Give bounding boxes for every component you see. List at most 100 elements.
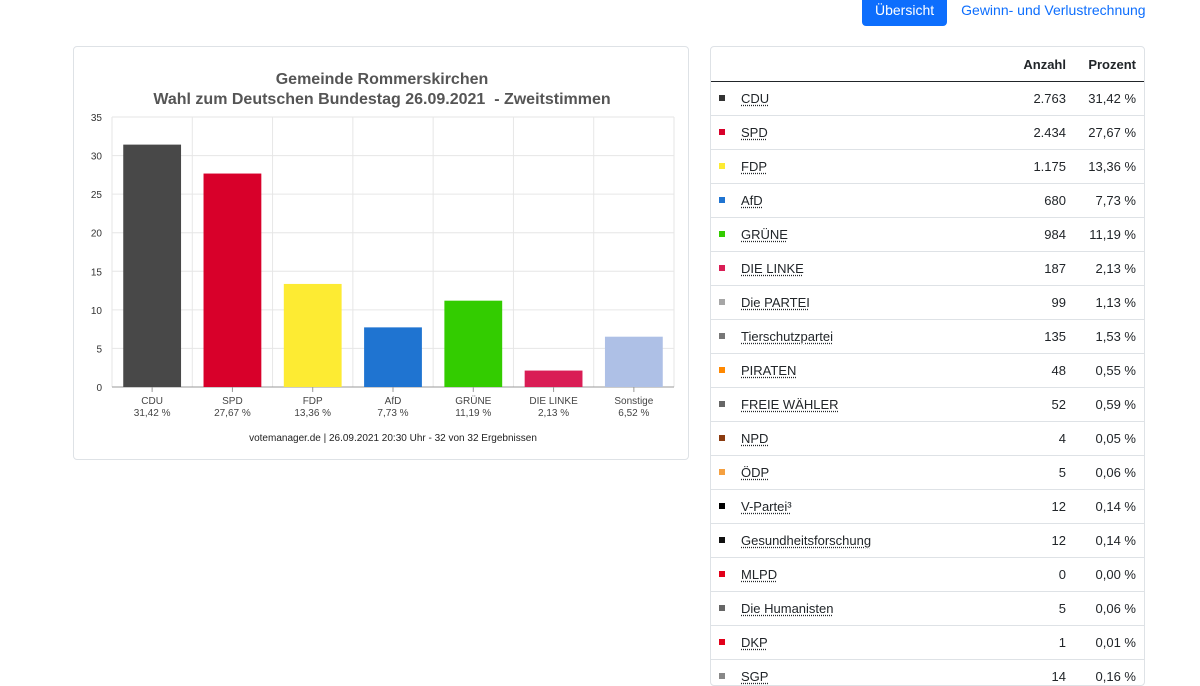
vote-percent: 31,42 % [1088, 91, 1136, 106]
table-row: DIE LINKE 187 2,13 % [711, 252, 1144, 286]
bar-chart: Gemeinde Rommerskirchen Wahl zum Deutsche… [74, 47, 690, 461]
party-color-swatch [719, 639, 725, 645]
x-percent-label: 31,42 % [134, 408, 171, 419]
party-name-link[interactable]: CDU [741, 91, 769, 106]
vote-percent: 0,06 % [1096, 601, 1136, 616]
table-row: PIRATEN 48 0,55 % [711, 354, 1144, 388]
y-tick-label: 5 [96, 344, 102, 355]
x-percent-label: 13,36 % [294, 408, 331, 419]
party-name-link[interactable]: NPD [741, 431, 768, 446]
results-table: Anzahl Prozent CDU 2.763 31,42 % SPD 2.434 27… [710, 46, 1145, 686]
party-name-link[interactable]: FREIE WÄHLER [741, 397, 839, 412]
table-row: ÖDP 5 0,06 % [711, 456, 1144, 490]
vote-count: 52 [1052, 397, 1066, 412]
vote-count: 5 [1059, 465, 1066, 480]
party-name-link[interactable]: Tierschutzpartei [741, 329, 833, 344]
x-percent-label: 2,13 % [538, 408, 569, 419]
chart-subtitle: Wahl zum Deutschen Bundestag 26.09.2021 … [153, 91, 610, 108]
chart-footer: votemanager.de | 26.09.2021 20:30 Uhr - … [249, 433, 537, 444]
table-row: NPD 4 0,05 % [711, 422, 1144, 456]
party-color-swatch [719, 95, 725, 101]
x-tick-label: Sonstige [614, 396, 653, 407]
party-color-swatch [719, 367, 725, 373]
vote-percent: 1,13 % [1096, 295, 1136, 310]
vote-percent: 0,16 % [1096, 669, 1136, 684]
party-color-swatch [719, 129, 725, 135]
vote-count: 135 [1044, 329, 1066, 344]
table-row: Gesundheitsforschung 12 0,14 % [711, 524, 1144, 558]
vote-percent: 0,14 % [1096, 533, 1136, 548]
table-row: Die PARTEI 99 1,13 % [711, 286, 1144, 320]
vote-percent: 0,01 % [1096, 635, 1136, 650]
party-color-swatch [719, 231, 725, 237]
vote-count: 4 [1059, 431, 1066, 446]
vote-percent: 0,05 % [1096, 431, 1136, 446]
table-row: CDU 2.763 31,42 % [711, 82, 1144, 116]
party-name-link[interactable]: SPD [741, 125, 768, 140]
x-tick-label: GRÜNE [455, 395, 491, 407]
vote-percent: 0,00 % [1096, 567, 1136, 582]
y-tick-label: 20 [91, 229, 103, 240]
party-color-swatch [719, 163, 725, 169]
party-color-swatch [719, 197, 725, 203]
party-color-swatch [719, 333, 725, 339]
x-percent-label: 6,52 % [618, 408, 649, 419]
table-row: FDP 1.175 13,36 % [711, 150, 1144, 184]
party-color-swatch [719, 605, 725, 611]
party-name-link[interactable]: PIRATEN [741, 363, 796, 378]
chart-card: Gemeinde Rommerskirchen Wahl zum Deutsche… [73, 46, 689, 460]
party-name-link[interactable]: Gesundheitsforschung [741, 533, 871, 548]
party-name-link[interactable]: MLPD [741, 567, 777, 582]
vote-percent: 2,13 % [1096, 261, 1136, 276]
party-name-link[interactable]: V-Partei³ [741, 499, 792, 514]
party-color-swatch [719, 265, 725, 271]
table-row: SGP 14 0,16 % [711, 660, 1144, 686]
party-name-link[interactable]: ÖDP [741, 465, 769, 480]
tab-overview[interactable]: Übersicht [862, 0, 947, 26]
bar-fdp [284, 284, 342, 387]
party-color-swatch [719, 469, 725, 475]
header-count: Anzahl [1023, 57, 1066, 72]
y-tick-label: 25 [91, 190, 103, 201]
table-body: CDU 2.763 31,42 % SPD 2.434 27,67 % FDP 1.175 13… [711, 82, 1144, 686]
party-name-link[interactable]: DKP [741, 635, 768, 650]
x-tick-label: DIE LINKE [529, 396, 578, 407]
vote-percent: 13,36 % [1088, 159, 1136, 174]
party-color-swatch [719, 537, 725, 543]
vote-percent: 27,67 % [1088, 125, 1136, 140]
party-name-link[interactable]: GRÜNE [741, 227, 788, 242]
party-name-link[interactable]: DIE LINKE [741, 261, 804, 276]
y-tick-label: 35 [91, 113, 103, 124]
party-name-link[interactable]: Die PARTEI [741, 295, 810, 310]
vote-percent: 11,19 % [1089, 227, 1136, 242]
vote-percent: 7,73 % [1096, 193, 1136, 208]
x-percent-label: 11,19 % [455, 408, 491, 419]
party-name-link[interactable]: SGP [741, 669, 768, 684]
chart-title: Gemeinde Rommerskirchen [276, 71, 489, 88]
table-header: Anzahl Prozent [711, 47, 1144, 82]
bar-sonstige [605, 337, 663, 387]
y-tick-label: 30 [91, 152, 103, 163]
party-name-link[interactable]: FDP [741, 159, 767, 174]
vote-count: 5 [1059, 601, 1066, 616]
y-tick-label: 15 [91, 267, 103, 278]
x-percent-label: 7,73 % [377, 408, 408, 419]
table-row: AfD 680 7,73 % [711, 184, 1144, 218]
table-row: Tierschutzpartei 135 1,53 % [711, 320, 1144, 354]
vote-count: 99 [1052, 295, 1066, 310]
table-row: DKP 1 0,01 % [711, 626, 1144, 660]
x-tick-label: CDU [141, 396, 163, 407]
party-color-swatch [719, 435, 725, 441]
vote-count: 0 [1059, 567, 1066, 582]
table-row: FREIE WÄHLER 52 0,59 % [711, 388, 1144, 422]
party-name-link[interactable]: Die Humanisten [741, 601, 834, 616]
party-color-swatch [719, 673, 725, 679]
party-name-link[interactable]: AfD [741, 193, 763, 208]
bar-cdu [123, 145, 181, 387]
vote-count: 2.434 [1033, 125, 1066, 140]
vote-count: 2.763 [1033, 91, 1066, 106]
tab-gain-loss[interactable]: Gewinn- und Verlustrechnung [961, 0, 1145, 26]
table-row: SPD 2.434 27,67 % [711, 116, 1144, 150]
table-row: V-Partei³ 12 0,14 % [711, 490, 1144, 524]
vote-percent: 1,53 % [1096, 329, 1136, 344]
